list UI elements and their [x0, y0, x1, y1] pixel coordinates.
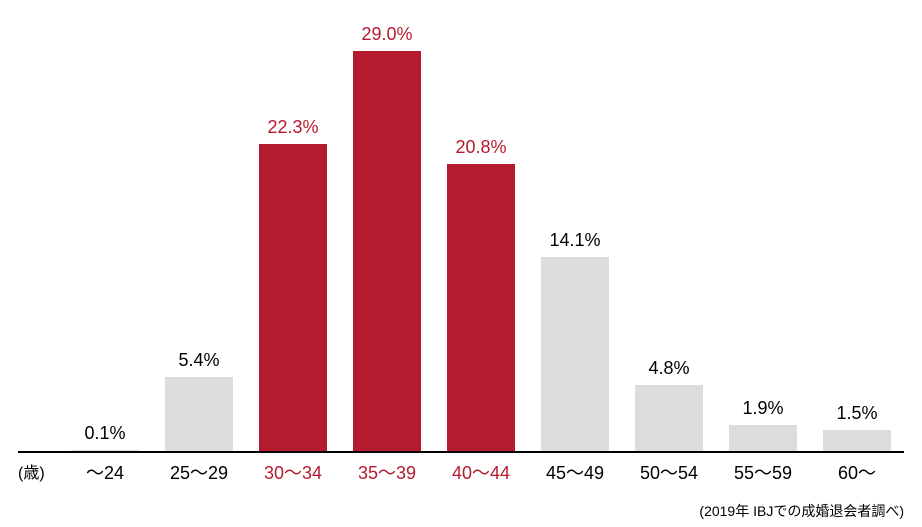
x-axis-caption: (歳) [18, 459, 58, 489]
x-axis-label: 30～34 [246, 459, 340, 485]
bars-container: 0.1% 5.4% 22.3% 29.0% 20.8% 14.1% 4.8% 1.9% 1.5% [18, 10, 904, 451]
bar-col: 4.8% [622, 10, 716, 451]
bar-value-label: 0.1% [84, 423, 125, 444]
x-axis-label: 55～59 [716, 459, 810, 485]
bar-value-label: 22.3% [267, 117, 318, 138]
x-axis-label: 60～ [810, 459, 904, 485]
bar-value-label: 5.4% [178, 350, 219, 371]
bar-value-label: 14.1% [549, 230, 600, 251]
bar-rect [729, 425, 797, 451]
x-axis-label: ～24 [58, 459, 152, 485]
x-axis-label: 25～29 [152, 459, 246, 485]
bar-rect [165, 377, 233, 451]
x-axis-label: 40～44 [434, 459, 528, 485]
x-axis-label: 50～54 [622, 459, 716, 485]
bar-col: 14.1% [528, 10, 622, 451]
bar-col: 1.9% [716, 10, 810, 451]
bar-value-label: 20.8% [455, 137, 506, 158]
bar-col: 0.1% [58, 10, 152, 451]
bar-rect [541, 257, 609, 451]
bar-rect [823, 430, 891, 451]
x-axis-labels: (歳) ～2425～2930～3435～3940～4445～4950～5455～… [18, 459, 904, 489]
bar-col: 22.3% [246, 10, 340, 451]
bar-col: 5.4% [152, 10, 246, 451]
age-distribution-chart: 0.1% 5.4% 22.3% 29.0% 20.8% 14.1% 4.8% 1.9% 1.5%… [0, 0, 922, 527]
bar-col: 29.0% [340, 10, 434, 451]
x-axis-label: 45～49 [528, 459, 622, 485]
bar-rect [259, 144, 327, 451]
bar-col: 1.5% [810, 10, 904, 451]
bar-rect [71, 450, 139, 451]
bar-col: 20.8% [434, 10, 528, 451]
plot-area: 0.1% 5.4% 22.3% 29.0% 20.8% 14.1% 4.8% 1.9% 1.5% [18, 10, 904, 453]
bar-value-label: 1.5% [836, 403, 877, 424]
x-axis-label: 35～39 [340, 459, 434, 485]
x-label-row: ～2425～2930～3435～3940～4445～4950～5455～5960… [58, 459, 904, 485]
bar-value-label: 4.8% [648, 358, 689, 379]
bar-value-label: 29.0% [361, 24, 412, 45]
source-note: (2019年 IBJでの成婚退会者調べ) [699, 501, 904, 521]
bar-rect [635, 385, 703, 451]
bar-rect [353, 51, 421, 451]
bar-value-label: 1.9% [742, 398, 783, 419]
bar-rect [447, 164, 515, 451]
